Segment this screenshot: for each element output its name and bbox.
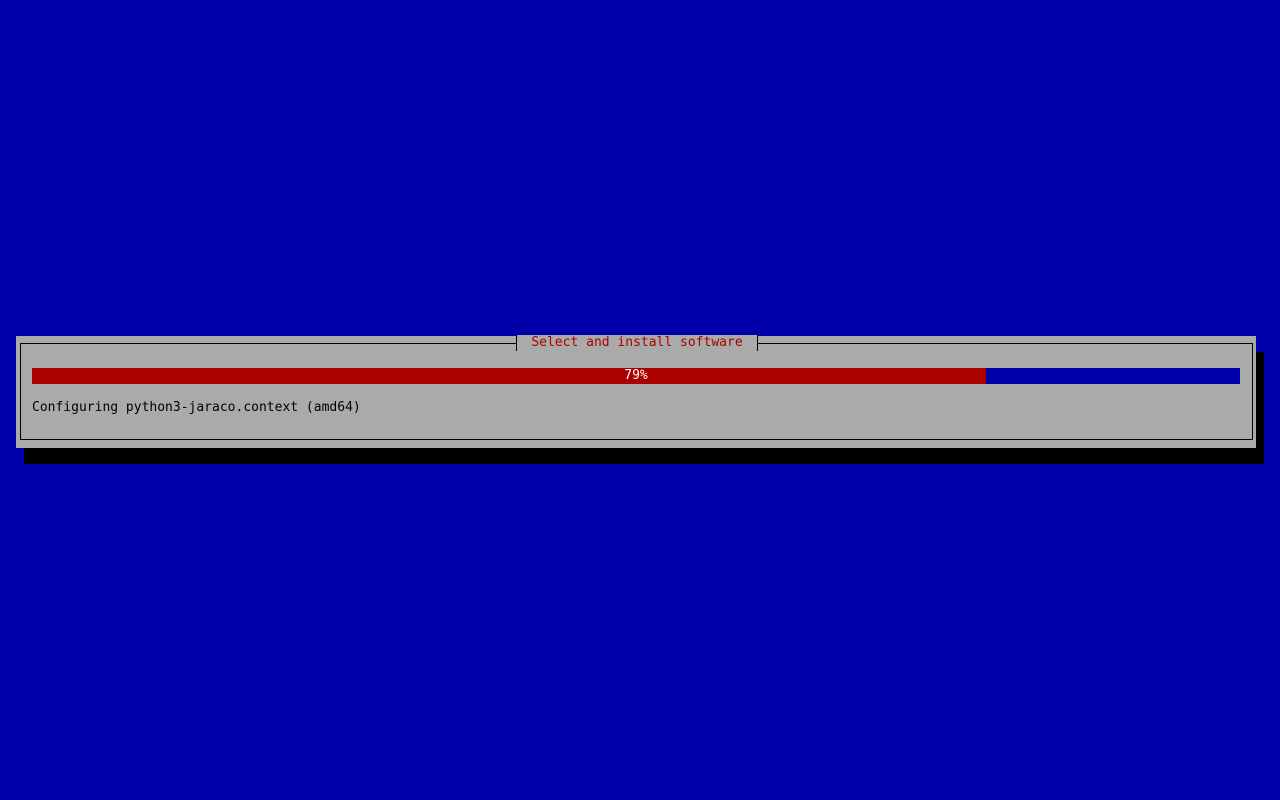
progress-fill [32, 368, 987, 384]
progress-percent: 79% [624, 368, 648, 383]
dialog-title: Select and install software [516, 335, 758, 351]
status-text: Configuring python3-jaraco.context (amd6… [32, 400, 361, 415]
dialog-frame [20, 343, 1253, 440]
progress-dialog: Select and install software 79% Configur… [16, 335, 1256, 448]
progress-bar: 79% [32, 368, 1240, 384]
